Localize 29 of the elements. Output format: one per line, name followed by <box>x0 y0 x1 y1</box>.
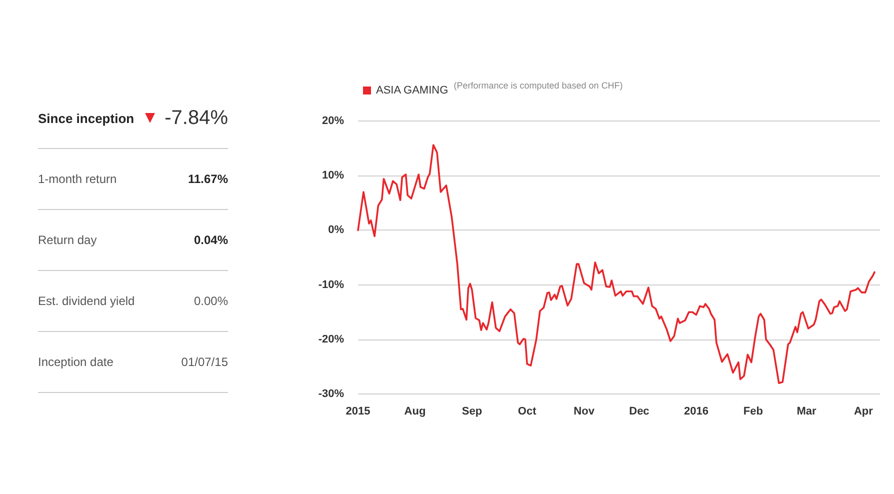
x-tick-label: Apr <box>854 406 874 418</box>
text: 0.04% <box>194 233 228 247</box>
text: -7.84% <box>164 106 228 130</box>
x-tick-label: Feb <box>743 406 764 418</box>
text: 01/07/15 <box>181 355 228 369</box>
x-tick-label: 2015 <box>346 406 370 418</box>
text: (Performance is computed based on CHF) <box>454 80 623 90</box>
legend-label: ASIA GAMING <box>376 84 448 96</box>
y-tick-label: 0% <box>328 224 344 236</box>
text: 1-month return <box>38 172 117 186</box>
x-tick-label: Oct <box>518 406 537 418</box>
y-tick-label: 20% <box>322 115 344 127</box>
text: Return day <box>38 233 97 247</box>
text: Est. dividend yield <box>38 294 135 308</box>
text: Inception date <box>38 355 114 369</box>
x-tick-label: Nov <box>574 406 596 418</box>
x-tick-label: Sep <box>462 406 482 418</box>
text: 0.00% <box>194 294 228 308</box>
x-tick-label: Mar <box>796 406 817 418</box>
x-tick-label: Dec <box>629 406 650 418</box>
text: Since inception <box>38 110 134 126</box>
y-tick-label: -10% <box>318 278 344 291</box>
text: 11.67% <box>188 172 228 186</box>
x-tick-label: Aug <box>404 406 426 418</box>
y-tick-label: 10% <box>322 170 344 182</box>
x-tick-label: 2016 <box>684 406 708 418</box>
y-tick-label: -20% <box>318 333 344 346</box>
y-tick-label: -30% <box>318 388 344 400</box>
line-series <box>357 144 876 384</box>
